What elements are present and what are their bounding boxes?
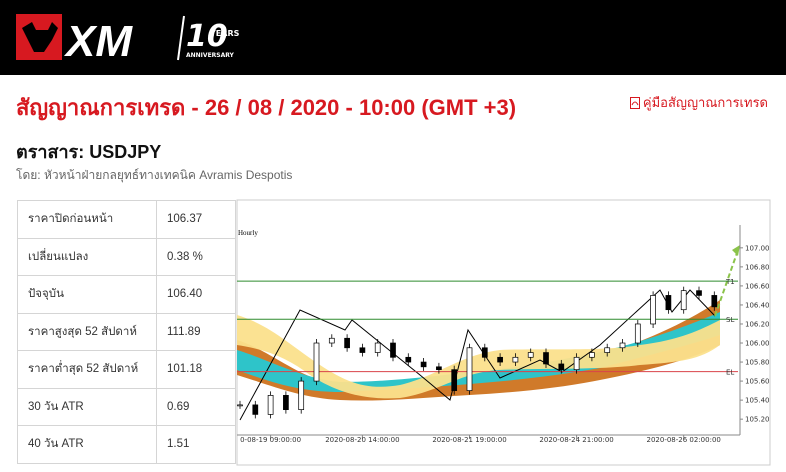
y-tick-label: 105.40 bbox=[745, 397, 770, 405]
badge-sub: YEARS bbox=[209, 29, 240, 38]
level-label: EL bbox=[726, 369, 734, 377]
header: XM 10 YEARS ANNIVERSARY bbox=[0, 0, 786, 75]
table-row: ราคาสูงสุด 52 สัปดาห์ 111.89 bbox=[17, 312, 236, 351]
candle bbox=[665, 295, 672, 311]
candle bbox=[298, 380, 305, 410]
stats-table: ราคาปิดก่อนหน้า 106.37 เปลี่ยนแปลง 0.38 % ปั… bbox=[17, 200, 236, 464]
badge: 10 bbox=[186, 19, 228, 54]
badge-caption: ANNIVERSARY bbox=[186, 52, 235, 59]
x-tick-label: 2020-08-26 02:00:00 bbox=[647, 436, 721, 444]
cell-label: ราคาปิดก่อนหน้า bbox=[17, 200, 157, 239]
guide-link[interactable]: คู่มือสัญญาณการเทรด bbox=[629, 92, 768, 113]
guide-text: คู่มือสัญญาณการเทรด bbox=[642, 95, 768, 110]
candle bbox=[589, 352, 595, 358]
candle bbox=[466, 347, 473, 391]
y-tick-label: 105.80 bbox=[745, 359, 770, 367]
target-arrow bbox=[714, 249, 739, 317]
page-title: สัญญาณการเทรด - 26 / 08 / 2020 - 10:00 (… bbox=[16, 95, 517, 120]
candle bbox=[374, 342, 381, 353]
candle bbox=[573, 356, 580, 371]
candle bbox=[543, 352, 549, 365]
candle bbox=[604, 347, 611, 353]
table-body: ราคาปิดก่อนหน้า 106.37 เปลี่ยนแปลง 0.38 % ปั… bbox=[17, 200, 236, 464]
y-tick-label: 106.00 bbox=[745, 340, 770, 348]
candle bbox=[634, 323, 641, 344]
candle bbox=[619, 342, 626, 349]
cell-label: ราคาสูงสุด 52 สัปดาห์ bbox=[17, 312, 157, 351]
y-tick-label: 106.40 bbox=[745, 301, 770, 309]
cell-value: 0.69 bbox=[156, 387, 236, 426]
table-row: ราคาปิดก่อนหน้า 106.37 bbox=[17, 200, 236, 239]
candle bbox=[527, 352, 534, 358]
table-row: 40 วัน ATR 1.51 bbox=[17, 425, 236, 464]
candle bbox=[252, 404, 259, 415]
bull-icon bbox=[22, 22, 58, 52]
x-tick-label: 2020-08-20 14:00:00 bbox=[325, 436, 399, 444]
x-tick-label: 2020-08-21 19:00:00 bbox=[432, 436, 506, 444]
logo-text: XM bbox=[63, 17, 133, 66]
candle bbox=[481, 347, 488, 358]
candle bbox=[405, 356, 412, 363]
author: โดย: หัวหน้าฝ่ายกลยุทธ์ทางเทคนิค Avramis… bbox=[16, 168, 293, 182]
candle bbox=[237, 404, 243, 407]
chart-layer: Hourly 105.20 105.40 105.60 105.80 106.00 106.… bbox=[237, 225, 770, 444]
table-row: เปลี่ยนแปลง 0.38 % bbox=[17, 237, 236, 276]
cell-value: 1.51 bbox=[156, 425, 236, 464]
candle bbox=[420, 361, 427, 368]
candle bbox=[711, 295, 718, 308]
cell-value: 0.38 % bbox=[156, 237, 236, 276]
pdf-icon bbox=[629, 96, 640, 109]
y-tick-label: 105.60 bbox=[745, 378, 770, 386]
candle bbox=[283, 395, 289, 410]
table-row: 30 วัน ATR 0.69 bbox=[17, 387, 236, 426]
logo: XM 10 YEARS ANNIVERSARY bbox=[16, 14, 240, 66]
y-tick-label: 107.00 bbox=[745, 244, 770, 252]
arrow-head bbox=[732, 245, 740, 256]
candle bbox=[696, 290, 702, 296]
y-tick-label: 106.80 bbox=[745, 263, 770, 271]
candle bbox=[313, 342, 320, 382]
y-tick-label: 106.60 bbox=[745, 282, 770, 290]
cell-value: 111.89 bbox=[156, 312, 236, 351]
divider bbox=[177, 15, 185, 61]
candle bbox=[650, 295, 656, 325]
x-tick-label: 2020-08-24 21:00:00 bbox=[539, 436, 613, 444]
candle bbox=[436, 366, 442, 371]
cell-value: 106.40 bbox=[156, 275, 236, 314]
candle bbox=[267, 395, 274, 415]
cell-label: 40 วัน ATR bbox=[17, 425, 157, 464]
candle bbox=[497, 356, 503, 363]
chart-title: Hourly bbox=[238, 229, 258, 237]
candle bbox=[344, 337, 350, 349]
y-tick-label: 106.20 bbox=[745, 320, 770, 328]
band-yellow bbox=[237, 315, 720, 399]
instrument: ตราสาร: USDJPY bbox=[16, 142, 162, 162]
x-tick-label: 0-08-19 09:00:00 bbox=[240, 436, 301, 444]
candle bbox=[558, 363, 565, 371]
cell-label: เปลี่ยนแปลง bbox=[17, 237, 157, 276]
candle bbox=[359, 347, 366, 353]
candle bbox=[512, 356, 519, 363]
band-outer bbox=[237, 300, 720, 401]
cell-value: 101.18 bbox=[156, 350, 236, 389]
level-label: SL bbox=[726, 316, 734, 324]
candle bbox=[451, 369, 458, 391]
cell-label: 30 วัน ATR bbox=[17, 387, 157, 426]
y-tick-label: 105.20 bbox=[745, 416, 770, 424]
candle bbox=[390, 342, 396, 358]
candle bbox=[680, 290, 687, 311]
level-label: T1 bbox=[725, 278, 735, 286]
candle bbox=[328, 337, 335, 344]
